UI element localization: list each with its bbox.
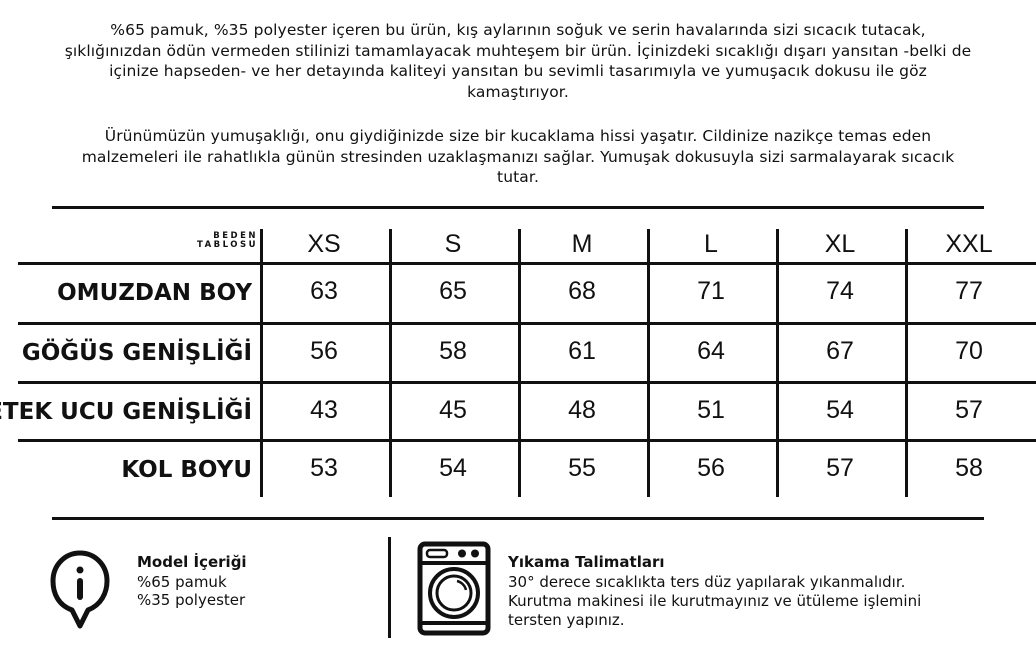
measurement-value: 48	[568, 396, 596, 424]
size-header: XL	[824, 230, 856, 258]
measurement-value: 45	[439, 396, 467, 424]
measurement-value: 58	[439, 337, 467, 365]
column-divider	[518, 229, 521, 497]
column-divider	[647, 229, 650, 497]
measurement-value: 63	[310, 277, 338, 305]
column-divider	[389, 229, 392, 497]
washing-machine-icon	[417, 541, 491, 636]
washing-title: Yıkama Talimatları	[508, 553, 665, 571]
measurement-value: 71	[697, 277, 725, 305]
size-header: L	[704, 230, 718, 258]
vertical-divider	[388, 537, 391, 638]
measurement-value: 70	[955, 337, 983, 365]
size-header: M	[571, 230, 593, 258]
measurement-value: 67	[826, 337, 854, 365]
model-line: %35 polyester	[137, 591, 246, 609]
model-title: Model İçeriği	[137, 553, 247, 571]
measurement-value: 43	[310, 396, 338, 424]
measurement-label: KOL BOYU	[121, 457, 252, 483]
measurement-label: ETEK UCU GENİŞLİĞİ	[0, 399, 252, 425]
measurement-label: GÖĞÜS GENİŞLİĞİ	[21, 340, 252, 366]
washing-text: 30° derece sıcaklıkta ters düz yapılarak…	[508, 573, 922, 629]
measurement-value: 58	[955, 454, 983, 482]
row-divider	[18, 322, 1036, 325]
divider	[52, 517, 984, 520]
model-line: %65 pamuk	[137, 573, 227, 591]
measurement-value: 77	[955, 277, 983, 305]
measurement-value: 57	[826, 454, 854, 482]
measurement-label: OMUZDAN BOY	[57, 280, 252, 306]
measurement-value: 56	[697, 454, 725, 482]
measurement-value: 64	[697, 337, 725, 365]
column-divider	[776, 229, 779, 497]
corner-label: BEDEN	[213, 231, 258, 241]
measurement-value: 54	[826, 396, 854, 424]
measurement-value: 68	[568, 277, 596, 305]
measurement-value: 55	[568, 454, 596, 482]
size-header: S	[444, 230, 462, 258]
description-paragraph-2: Ürünümüzün yumuşaklığı, onu giydiğinizde…	[81, 127, 955, 186]
measurement-value: 54	[439, 454, 467, 482]
measurement-value: 74	[826, 277, 854, 305]
size-header: XXL	[945, 230, 993, 258]
description-paragraph-1: %65 pamuk, %35 polyester içeren bu ürün,…	[64, 21, 972, 101]
column-divider	[905, 229, 908, 497]
column-divider	[260, 229, 263, 497]
divider	[52, 206, 984, 209]
measurement-value: 53	[310, 454, 338, 482]
measurement-value: 56	[310, 337, 338, 365]
row-divider	[18, 439, 1036, 442]
measurement-value: 61	[568, 337, 596, 365]
info-icon	[50, 550, 110, 629]
measurement-value: 65	[439, 277, 467, 305]
row-divider	[18, 381, 1036, 384]
size-header: XS	[307, 230, 341, 258]
row-divider	[18, 262, 1036, 265]
measurement-value: 51	[697, 396, 725, 424]
corner-label: TABLOSU	[196, 240, 258, 250]
measurement-value: 57	[955, 396, 983, 424]
